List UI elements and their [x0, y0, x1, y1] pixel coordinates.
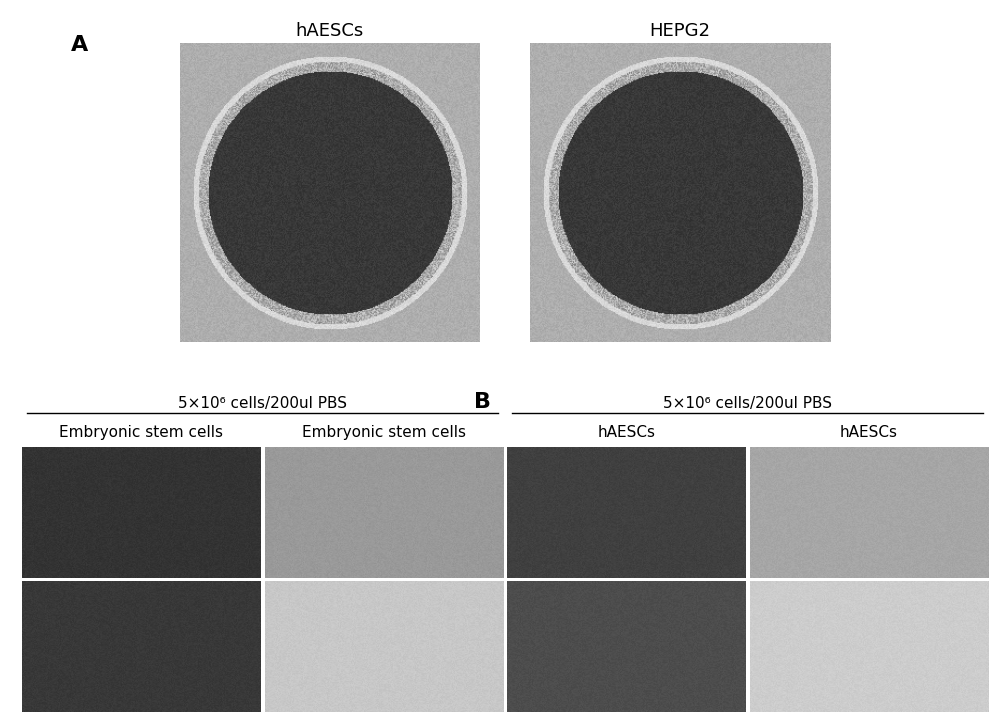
Text: Embryonic stem cells: Embryonic stem cells [302, 425, 466, 440]
Text: hAESCs: hAESCs [296, 22, 364, 40]
Text: hAESCs: hAESCs [840, 425, 898, 440]
Text: B: B [474, 392, 490, 412]
Text: hAESCs: hAESCs [597, 425, 655, 440]
Text: A: A [71, 35, 89, 55]
Text: Embryonic stem cells: Embryonic stem cells [59, 425, 223, 440]
Text: 5×10⁶ cells/200ul PBS: 5×10⁶ cells/200ul PBS [178, 396, 347, 411]
Text: HEPG2: HEPG2 [650, 22, 710, 40]
Text: 5×10⁶ cells/200ul PBS: 5×10⁶ cells/200ul PBS [663, 396, 832, 411]
